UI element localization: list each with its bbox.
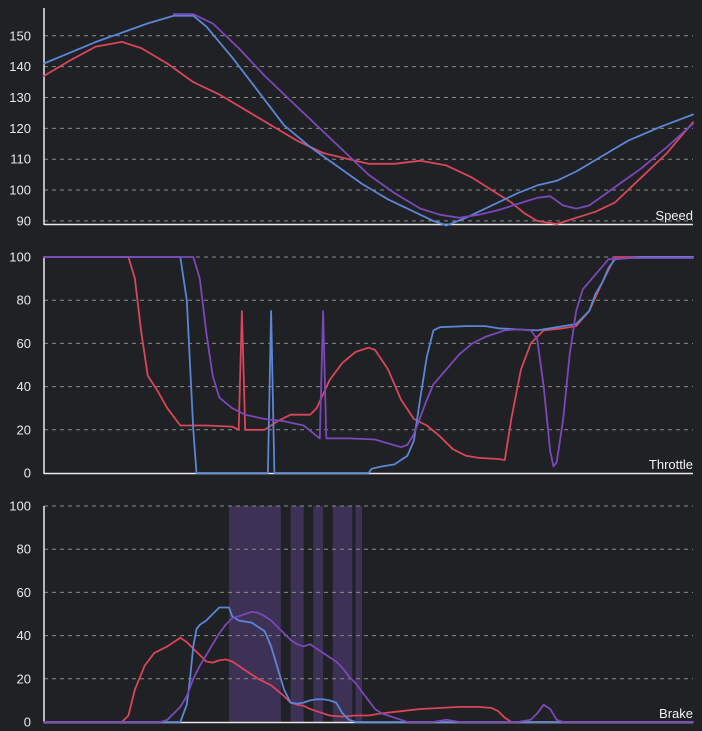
y-tick-label: 60: [17, 585, 31, 600]
brake-highlight-band: [332, 506, 353, 722]
series-line-1: [43, 256, 694, 474]
throttle-panel: 0 20 40 60 80 100 Throttle: [9, 250, 694, 481]
panel-label: Throttle: [649, 457, 693, 472]
y-tick-label: 60: [17, 336, 31, 351]
series-line-2: [43, 256, 694, 468]
brake-highlight-band: [355, 506, 363, 722]
panel-label: Speed: [655, 208, 693, 223]
series-line-0: [43, 41, 694, 225]
series-line-0: [43, 256, 694, 461]
series-line-1: [43, 606, 694, 723]
brake-highlight-band: [313, 506, 324, 722]
y-tick-label: 130: [9, 90, 31, 105]
brake-highlight-band: [228, 506, 281, 722]
y-tick-label: 90: [17, 213, 31, 228]
panel-label: Brake: [659, 706, 693, 721]
y-tick-label: 80: [17, 542, 31, 557]
y-tick-label: 110: [10, 152, 31, 167]
brake-panel: 0 20 40 60 80 100 Brake: [9, 499, 694, 730]
y-tick-label: 80: [17, 293, 31, 308]
y-tick-label: 0: [24, 466, 31, 481]
y-tick-label: 0: [24, 715, 31, 730]
series-line-0: [43, 636, 694, 723]
y-tick-label: 120: [9, 121, 31, 136]
y-tick-label: 100: [9, 499, 31, 514]
y-tick-label: 40: [17, 628, 31, 643]
y-tick-label: 150: [9, 28, 31, 43]
y-tick-label: 20: [17, 422, 31, 437]
y-tick-label: 100: [9, 183, 31, 198]
y-tick-label: 100: [9, 250, 31, 265]
speed-panel: 90 100 110 120 130 140 150 Speed: [9, 8, 694, 228]
brake-highlight-band: [290, 506, 304, 722]
y-tick-label: 20: [17, 671, 31, 686]
series-line-2: [43, 610, 694, 723]
series-line-1: [43, 14, 694, 227]
y-tick-label: 140: [9, 59, 31, 74]
y-tick-label: 40: [17, 379, 31, 394]
series-line-2: [172, 13, 694, 219]
